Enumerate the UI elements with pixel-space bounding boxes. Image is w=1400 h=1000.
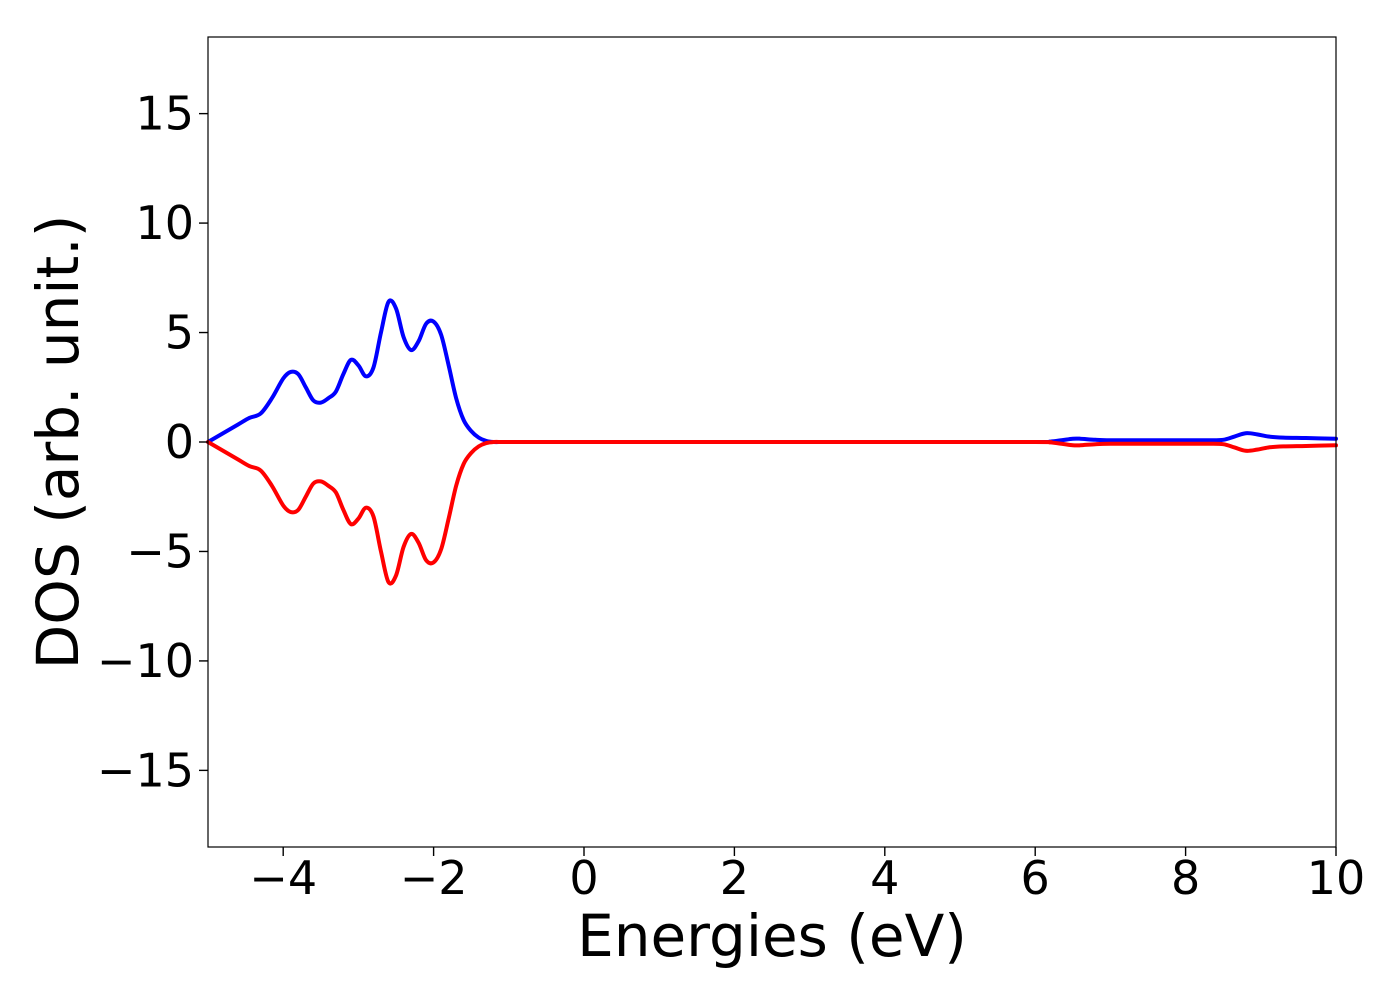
- y-tick-label: 15: [135, 87, 194, 141]
- x-tick-label: 4: [870, 851, 899, 905]
- x-tick-label: 0: [569, 851, 598, 905]
- y-tick-label: 5: [165, 306, 194, 360]
- series-line-2: [206, 439, 1338, 586]
- y-axis-label: DOS (arb. unit.): [24, 215, 92, 670]
- y-tick-label: −10: [97, 634, 194, 688]
- y-tick-label: 0: [165, 415, 194, 469]
- y-axis-ticks: −15 −10 −5 0 5 10 15: [97, 87, 208, 797]
- x-axis-ticks: −4 −2 0 2 4 6 8 10: [249, 847, 1365, 905]
- series-line-1: [206, 298, 1338, 445]
- series-layer: [206, 298, 1338, 586]
- x-axis-label: Energies (eV): [577, 902, 967, 970]
- y-tick-label: −15: [97, 743, 194, 797]
- x-tick-label: 6: [1021, 851, 1050, 905]
- y-tick-label: 10: [135, 196, 194, 250]
- x-tick-label: −4: [249, 851, 317, 905]
- x-tick-label: 8: [1171, 851, 1200, 905]
- x-tick-label: 10: [1307, 851, 1366, 905]
- x-tick-label: −2: [400, 851, 468, 905]
- x-tick-label: 2: [720, 851, 749, 905]
- y-tick-label: −5: [126, 524, 194, 578]
